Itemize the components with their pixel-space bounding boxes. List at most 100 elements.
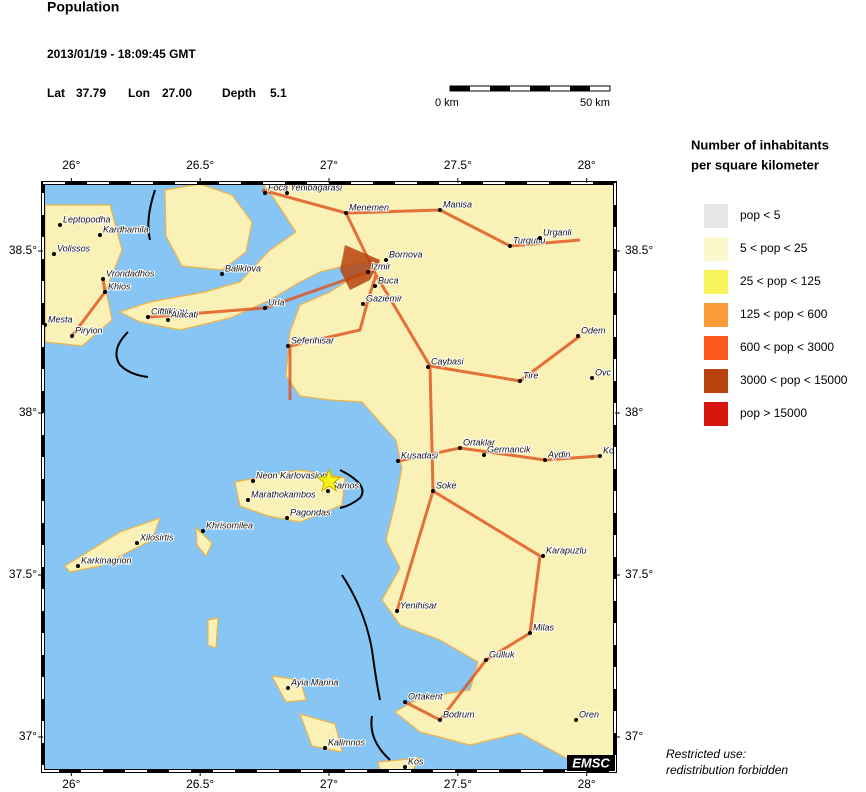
place-label: Ayia Marina (290, 677, 338, 687)
y-tick-label: 37° (625, 729, 643, 743)
legend-label: 125 < pop < 600 (740, 307, 828, 321)
place-dot (263, 191, 267, 195)
scale-start: 0 km (435, 97, 459, 109)
title: Population (47, 0, 119, 15)
note: Restricted use: (666, 747, 746, 761)
place-label: Menemen (349, 202, 389, 212)
place-label: Bodrum (443, 709, 475, 719)
place-dot (70, 334, 74, 338)
place-dot (458, 446, 462, 450)
place-dot (166, 318, 170, 322)
place-dot (538, 236, 542, 240)
depth: 5.1 (270, 86, 287, 100)
place-label: Manisa (443, 199, 472, 209)
place-label: Kardhamila (103, 224, 149, 234)
place-dot (52, 252, 56, 256)
place-label: Baliklova (225, 263, 261, 273)
place-label: Alacati (170, 309, 199, 319)
place-label: Vrondadhos (106, 268, 155, 278)
place-label: Kusadasi (401, 450, 439, 460)
place-label: Urganli (543, 227, 573, 237)
place-dot (201, 529, 205, 533)
place-label: Urla (268, 297, 285, 307)
x-tick-label: 27.5° (444, 777, 472, 791)
place-label: Buca (378, 275, 399, 285)
place-label: Kos (408, 756, 424, 766)
place-label: Gulluk (489, 649, 515, 659)
lon: 27.00 (162, 86, 192, 100)
place-label: Marathokambos (251, 489, 316, 499)
place-label: Khrisomilea (206, 520, 253, 530)
place-dot (528, 631, 532, 635)
place-label: Germancik (487, 444, 531, 454)
legend-label: pop > 15000 (740, 406, 807, 420)
badge-bg (567, 755, 615, 771)
x-tick-label: 27° (320, 777, 338, 791)
place-dot (403, 700, 407, 704)
place-dot (246, 498, 250, 502)
place-label: Ortakent (408, 691, 443, 701)
place-dot (286, 344, 290, 348)
place-label: Bornova (389, 249, 423, 259)
place-label: Oren (579, 709, 599, 719)
x-tick-label: 26.5° (186, 158, 214, 172)
scale-bar (449, 85, 611, 92)
legend-swatch (704, 402, 728, 426)
place-dot (366, 270, 370, 274)
place-dot (543, 458, 547, 462)
legend-swatch (704, 336, 728, 360)
place-label: Gaziemir (366, 293, 403, 303)
place-dot (135, 541, 139, 545)
place-label: Izmir (371, 261, 391, 271)
legend-label: 600 < pop < 3000 (740, 340, 834, 354)
legend-title: Number of inhabitants (691, 137, 829, 152)
place-label: Karkinagrion (81, 555, 132, 565)
place-dot (426, 365, 430, 369)
place-label: Soke (436, 480, 457, 490)
place-dot (361, 302, 365, 306)
place-dot (395, 609, 399, 613)
place-dot (98, 233, 102, 237)
epicenter (316, 467, 342, 492)
place-label: Odem (581, 325, 606, 335)
place-dot (58, 223, 62, 227)
place-label: Neon Karlovasion (256, 470, 327, 480)
place-label: Seferihisar (291, 335, 335, 345)
place-label: Ko (603, 445, 614, 455)
place-dot (384, 258, 388, 262)
place-label: Milas (533, 622, 555, 632)
place-dot (251, 479, 255, 483)
place-dot (76, 564, 80, 568)
place-label: Volissos (57, 243, 91, 253)
depth-label: Depth (222, 86, 256, 100)
place-dot (508, 244, 512, 248)
place-label: Pagondas (290, 507, 331, 517)
place-label: Ovc (595, 367, 612, 377)
place-dot (438, 208, 442, 212)
lat: 37.79 (76, 86, 106, 100)
place-dot (101, 277, 105, 281)
legend-swatch (704, 204, 728, 228)
y-tick-label: 37° (19, 729, 37, 743)
y-tick-label: 38.5° (9, 243, 37, 257)
lat-label: Lat (47, 86, 65, 100)
place-dot (286, 686, 290, 690)
place-dot (590, 376, 594, 380)
place-dot (146, 315, 150, 319)
scale-end: 50 km (580, 97, 610, 109)
y-tick-label: 38.5° (625, 243, 653, 257)
x-tick-label: 27.5° (444, 158, 472, 172)
y-tick-label: 38° (625, 405, 643, 419)
badge: EMSC (572, 755, 610, 770)
y-tick-label: 37.5° (625, 567, 653, 581)
place-dot (438, 718, 442, 722)
legend-swatch (704, 270, 728, 294)
note: redistribution forbidden (666, 763, 788, 777)
place-dot (285, 516, 289, 520)
place-dot (396, 459, 400, 463)
place-label: Samos (331, 480, 360, 490)
x-tick-label: 26° (62, 777, 80, 791)
legend-swatch (704, 369, 728, 393)
place-label: Khios (108, 281, 131, 291)
